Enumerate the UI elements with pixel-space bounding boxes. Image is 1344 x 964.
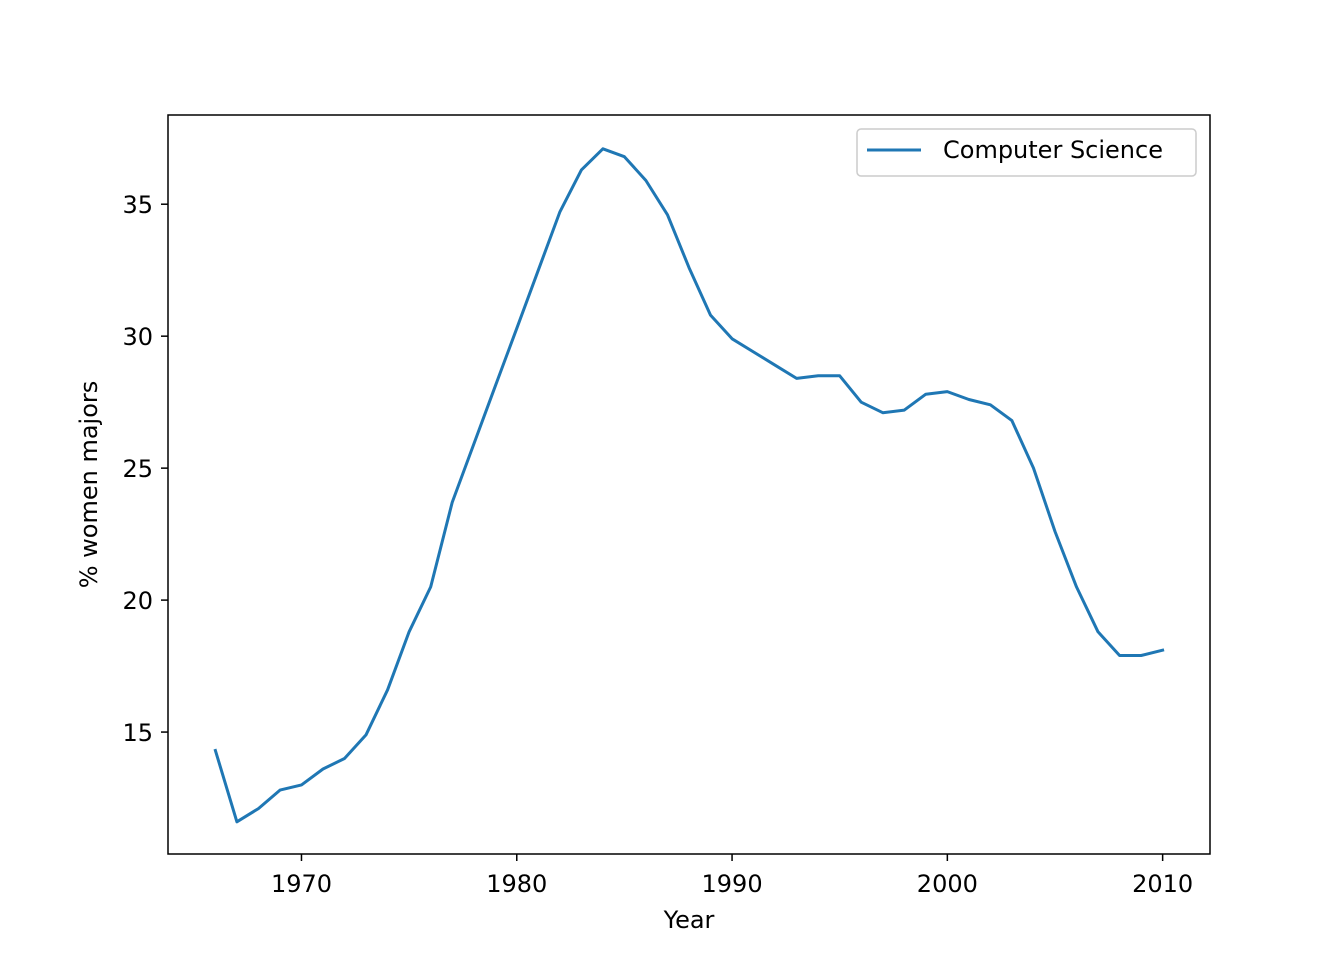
data-point <box>752 351 755 354</box>
data-point <box>472 443 475 446</box>
series-line-computer-science <box>213 147 1165 824</box>
data-point <box>365 733 368 736</box>
data-point <box>666 213 669 216</box>
legend-box <box>856 128 1197 177</box>
data-point <box>881 411 884 414</box>
x-axis-label: Year <box>663 906 715 934</box>
y-axis-label: % women majors <box>75 381 103 589</box>
data-point <box>1161 649 1164 652</box>
data-point <box>515 327 518 330</box>
data-point <box>537 269 540 272</box>
data-point <box>1118 654 1121 657</box>
data-point <box>860 401 863 404</box>
data-point <box>731 337 734 340</box>
plot-area <box>167 114 1211 855</box>
data-point <box>1032 467 1035 470</box>
x-tick-label: 1970 <box>271 870 332 898</box>
axes-frame <box>167 114 1211 855</box>
data-point <box>644 179 647 182</box>
data-point <box>946 390 949 393</box>
data-point <box>774 364 777 367</box>
data-point <box>601 147 604 150</box>
data-point <box>386 688 389 691</box>
data-point <box>235 820 238 823</box>
data-point <box>924 393 927 396</box>
data-point <box>214 749 217 752</box>
y-tick-label: 20 <box>122 587 153 615</box>
x-tick-label: 2000 <box>917 870 978 898</box>
y-tick-label: 15 <box>122 719 153 747</box>
data-point <box>967 398 970 401</box>
y-tick-label: 35 <box>122 191 153 219</box>
data-point <box>408 630 411 633</box>
axes-background <box>168 115 1210 854</box>
data-point <box>343 757 346 760</box>
data-point <box>1075 585 1078 588</box>
y-tick-label: 30 <box>122 323 153 351</box>
data-point <box>300 783 303 786</box>
data-point <box>1097 630 1100 633</box>
data-point <box>1140 654 1143 657</box>
x-tick-label: 1990 <box>702 870 763 898</box>
data-point <box>623 155 626 158</box>
data-point <box>451 501 454 504</box>
data-point <box>257 807 260 810</box>
y-axis: 15 20 25 30 35 <box>122 191 168 747</box>
data-point <box>817 374 820 377</box>
data-point <box>322 768 325 771</box>
x-tick-label: 2010 <box>1132 870 1193 898</box>
data-point <box>795 377 798 380</box>
data-point <box>1010 419 1013 422</box>
data-point <box>580 168 583 171</box>
data-point <box>709 314 712 317</box>
data-point <box>688 266 691 269</box>
data-point <box>429 585 432 588</box>
data-point <box>494 385 497 388</box>
legend: Computer Science <box>856 128 1197 177</box>
data-point <box>558 211 561 214</box>
data-point <box>838 374 841 377</box>
data-point <box>989 403 992 406</box>
x-tick-label: 1980 <box>486 870 547 898</box>
data-point <box>1053 530 1056 533</box>
data-point <box>903 409 906 412</box>
y-tick-label: 25 <box>122 455 153 483</box>
x-axis: 1970 1980 1990 2000 2010 <box>271 854 1193 898</box>
legend-label-computer-science: Computer Science <box>943 136 1163 164</box>
data-point <box>278 789 281 792</box>
series-layer <box>213 147 1165 824</box>
